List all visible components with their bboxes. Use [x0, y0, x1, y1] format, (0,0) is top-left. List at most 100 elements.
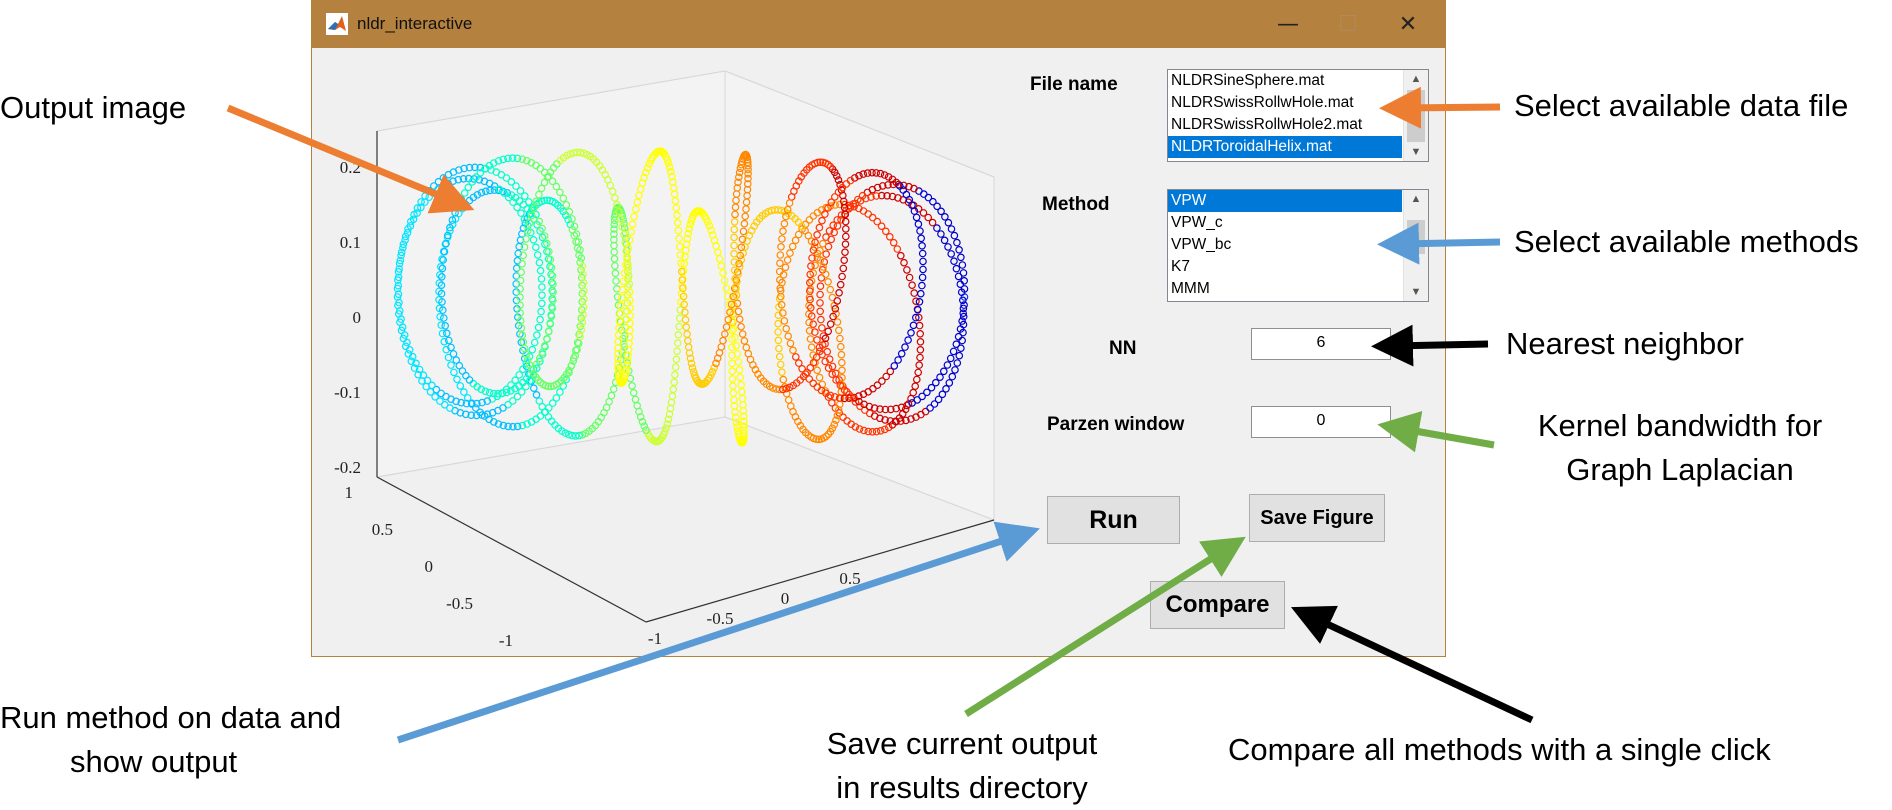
helix-point: [441, 400, 449, 409]
helix-point: [562, 375, 571, 384]
helix-point: [556, 188, 564, 197]
helix-point: [490, 159, 498, 167]
helix-point: [579, 311, 587, 319]
helix-point: [549, 296, 557, 305]
helix-point: [509, 397, 517, 405]
output-image-arrow: [226, 104, 475, 214]
helix-point: [417, 203, 425, 212]
helix-point: [535, 190, 543, 199]
method-list-item[interactable]: VPW_bc: [1171, 236, 1232, 253]
compare-button[interactable]: Compare: [1150, 581, 1285, 629]
helix-point: [725, 300, 734, 309]
helix-point: [627, 228, 635, 236]
helix-point: [447, 361, 455, 369]
helix-point: [394, 290, 403, 299]
helix-point: [502, 385, 511, 394]
helix-point: [504, 422, 512, 431]
helix-point: [516, 301, 524, 310]
helix-point: [813, 366, 822, 375]
method-list-item[interactable]: K7: [1171, 258, 1190, 275]
helix-point: [572, 230, 581, 238]
helix-point: [446, 223, 454, 232]
helix-point: [483, 397, 492, 405]
helix-point: [682, 323, 691, 331]
method-list-item[interactable]: VPW_c: [1171, 214, 1223, 231]
scroll-down-icon[interactable]: ▼: [1410, 146, 1422, 158]
helix-point: [536, 315, 544, 324]
helix-point: [827, 198, 836, 207]
helix-point: [740, 417, 748, 426]
run-button[interactable]: Run: [1047, 496, 1180, 544]
helix-point: [667, 172, 676, 181]
helix-point: [481, 387, 490, 396]
helix-point: [872, 427, 881, 436]
helix-point: [614, 349, 622, 358]
method-list-item[interactable]: MMM: [1171, 280, 1210, 297]
maximize-button[interactable]: ☐: [1338, 12, 1358, 37]
helix-point: [933, 224, 941, 232]
helix-point: [739, 227, 748, 236]
helix-point: [958, 296, 967, 305]
helix-point: [674, 330, 683, 339]
helix-point: [535, 354, 544, 363]
helix-point: [840, 394, 849, 403]
file-list-item[interactable]: NLDRSineSphere.mat: [1171, 72, 1325, 89]
helix-point: [872, 169, 881, 177]
helix-point: [828, 293, 837, 302]
minimize-button[interactable]: —: [1277, 12, 1299, 37]
helix-point: [845, 390, 854, 399]
helix-point: [729, 325, 738, 334]
helix-point: [918, 273, 927, 282]
helix-point: [791, 236, 800, 245]
helix-point: [740, 219, 749, 228]
helix-point: [449, 350, 458, 358]
helix-point: [807, 262, 815, 270]
helix-point: [576, 258, 584, 267]
helix-point: [806, 295, 814, 304]
helix-point: [500, 189, 509, 197]
helix-point: [522, 235, 530, 243]
method-listbox[interactable]: VPW VPW_c VPW_bc K7 MMM ▲ ▼: [1167, 189, 1429, 302]
helix-point: [885, 233, 894, 241]
method-label: Method: [1042, 194, 1110, 215]
helix-point: [547, 382, 555, 391]
helix-point: [952, 264, 961, 273]
helix-point: [805, 375, 814, 383]
helix-point: [736, 373, 745, 382]
nn-input[interactable]: 6: [1251, 328, 1391, 360]
output-plot[interactable]: 0.20.10-0.1-0.2 10.50-0.5-1 -1-0.500.5: [311, 47, 1011, 657]
helix-point: [625, 236, 634, 244]
save-figure-button[interactable]: Save Figure: [1249, 494, 1385, 542]
helix-point: [477, 188, 486, 197]
scroll-down-icon[interactable]: ▼: [1410, 286, 1422, 298]
helix-point: [538, 224, 546, 233]
helix-point: [888, 175, 897, 184]
helix-point: [958, 317, 966, 325]
file-list-item[interactable]: NLDRSwissRollwHole2.mat: [1171, 116, 1363, 133]
helix-point: [432, 385, 441, 394]
helix-point: [473, 399, 481, 408]
file-list-item[interactable]: NLDRSwissRollwHole.mat: [1171, 94, 1354, 111]
helix-point: [609, 385, 618, 393]
file-listbox[interactable]: NLDRSineSphere.mat NLDRSwissRollwHole.mat…: [1167, 69, 1429, 162]
close-button[interactable]: ✕: [1398, 12, 1418, 37]
helix-point: [675, 234, 683, 243]
compare-arrow: [1290, 605, 1534, 724]
file-list-item[interactable]: NLDRToroidalHelix.mat: [1168, 136, 1402, 158]
helix-point: [863, 169, 872, 177]
parzen-window-input[interactable]: 0: [1251, 406, 1391, 438]
helix-point: [579, 270, 587, 279]
method-list-item[interactable]: VPW: [1168, 190, 1402, 212]
save-line-1: Save current output: [826, 726, 1098, 761]
title-bar[interactable]: nldr_interactive — ☐ ✕: [312, 1, 1445, 48]
helix-point: [719, 269, 727, 277]
scroll-up-icon[interactable]: ▲: [1410, 73, 1422, 85]
helix-point: [519, 251, 528, 260]
helix-point: [476, 169, 485, 177]
helix-point: [559, 194, 568, 203]
helix-point: [438, 329, 447, 338]
helix-point: [576, 246, 584, 254]
helix-point: [911, 313, 920, 322]
helix-point: [744, 165, 752, 174]
scroll-up-icon[interactable]: ▲: [1410, 193, 1422, 205]
